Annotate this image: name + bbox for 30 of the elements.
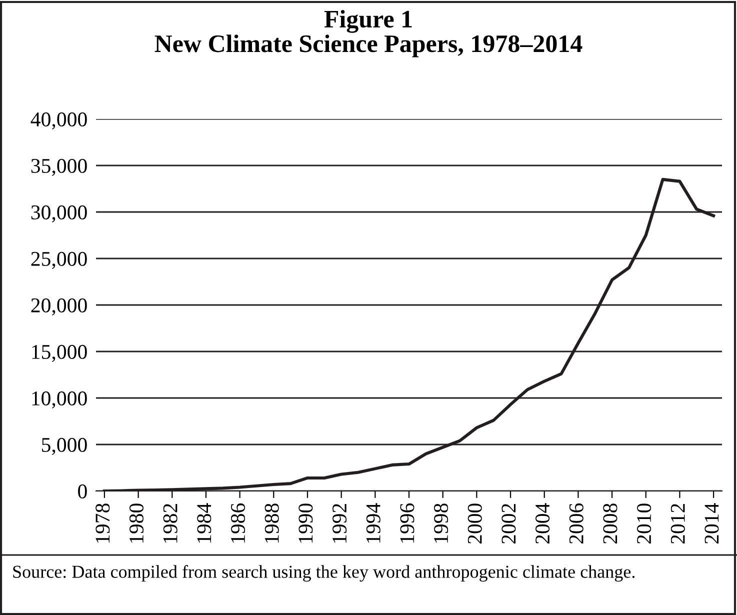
x-tick-label: 2014 <box>704 503 719 544</box>
x-tick-label: 1986 <box>230 503 246 543</box>
y-tick-label: 30,000 <box>31 205 87 222</box>
x-tick-label: 2012 <box>670 504 685 544</box>
y-tick-label: 10,000 <box>32 391 87 408</box>
y-tick-label: 40,000 <box>30 112 87 130</box>
x-tick-label: 1988 <box>264 504 279 543</box>
x-tick-label: 2002 <box>502 504 516 544</box>
x-tick-label: 1984 <box>197 503 212 543</box>
y-tick-label: 35,000 <box>31 158 87 176</box>
y-tick-label: 5,000 <box>42 438 87 455</box>
y-tick-label: 0 <box>78 484 87 498</box>
y-tick-label: 20,000 <box>31 298 87 316</box>
x-tick-label: 1992 <box>332 504 347 543</box>
y-tick-label: 25,000 <box>31 252 87 269</box>
x-tick-label: 2006 <box>569 503 584 544</box>
x-tick-label: 1994 <box>366 503 380 543</box>
x-tick-label: 2004 <box>536 503 550 544</box>
source-note: Source: Data compiled from search using the key word anthropogenic climate change. <box>13 565 635 582</box>
x-tick-label: 1996 <box>400 503 414 543</box>
x-tick-label: 1990 <box>298 504 313 543</box>
y-tick-label: 15,000 <box>32 344 87 362</box>
x-tick-label: 1978 <box>96 504 110 543</box>
x-tick-label: 2010 <box>637 504 652 544</box>
x-tick-label: 1982 <box>163 504 178 543</box>
x-tick-label: 2008 <box>603 504 618 544</box>
x-tick-label: 1998 <box>434 504 448 543</box>
chart-title: Figure 1 New Climate Science Papers, 1978–2014 <box>154 10 582 58</box>
x-tick-label: 2000 <box>468 504 482 544</box>
x-tick-label: 1980 <box>129 504 144 543</box>
